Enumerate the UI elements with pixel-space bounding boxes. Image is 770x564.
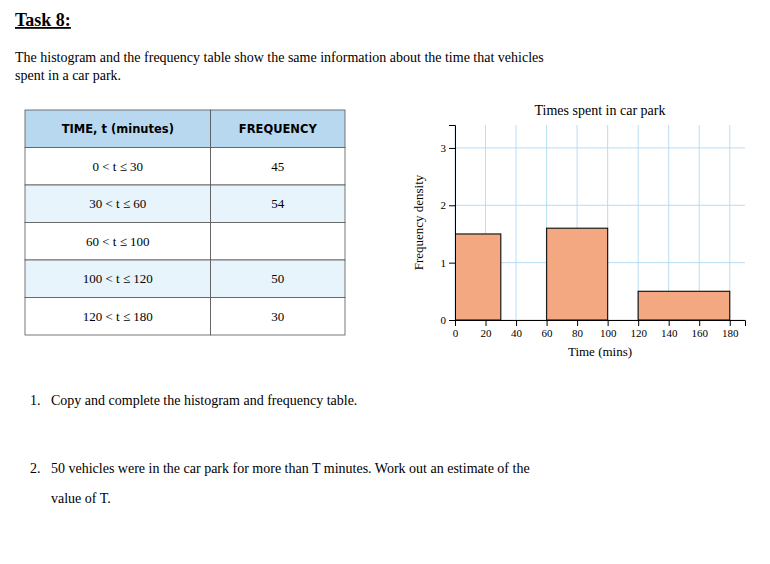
x-axis-title: Time (mins) (568, 344, 632, 359)
table-cell (25, 185, 211, 223)
tick: 0 (441, 314, 456, 326)
cell-text: 45 (271, 159, 284, 174)
cell-text: 50 (271, 271, 284, 286)
tick-label: 100 (600, 327, 617, 339)
tick-mark (577, 320, 578, 326)
tick-label: 60 (542, 327, 554, 339)
tick-mark (486, 320, 487, 326)
header-text: TIME, t (minutes) (62, 122, 174, 136)
tick-label: 40 (511, 327, 523, 339)
tick-label: 120 (630, 327, 647, 339)
tick-mark (699, 320, 700, 326)
table-cell (211, 185, 345, 223)
y-axis: 0 1 2 3 (441, 126, 456, 327)
description: spent in a car park. (15, 68, 121, 83)
tick: 3 (441, 142, 456, 154)
tick-mark (449, 320, 455, 321)
tick: 60 (542, 320, 554, 339)
grid (455, 125, 745, 320)
tick-label: 20 (481, 327, 493, 339)
tick-label: 0 (441, 314, 447, 326)
tick: 160 (691, 320, 708, 339)
tick-label: 1 (441, 257, 447, 269)
tick-label: 140 (661, 327, 678, 339)
tick-label: 3 (441, 142, 447, 154)
tick-mark (516, 320, 517, 326)
table-cell (25, 298, 211, 336)
tick-mark (449, 205, 455, 206)
page-title: Task 8: (15, 10, 71, 30)
table-cell (25, 260, 211, 298)
tick: 20 (481, 320, 493, 339)
description: The histogram and the frequency table sh… (15, 50, 544, 65)
tick: 2 (441, 199, 456, 211)
header-cell (25, 110, 211, 148)
tick-mark (669, 320, 670, 326)
tick: 140 (661, 320, 678, 339)
tick-mark (638, 320, 639, 326)
tick-label: 160 (691, 327, 708, 339)
cell-text: 60 < t ≤ 100 (86, 234, 150, 249)
question: 1. Copy and complete the histogram and f… (30, 393, 357, 408)
tick: 120 (630, 320, 647, 339)
tick-mark (730, 320, 731, 326)
bar (638, 291, 730, 320)
question: value of T. (30, 491, 111, 506)
histogram: 0 20 40 60 80 100 120 140 160 180 0 1 2 3 Times spent … (411, 103, 746, 359)
tick: 0 (453, 320, 459, 339)
tick-label: 180 (722, 327, 739, 339)
axis-line (449, 126, 456, 321)
header-text: FREQUENCY (239, 122, 318, 136)
bar (547, 228, 608, 320)
page: Task 8: The histogram and the frequency t… (0, 0, 770, 564)
tick: 100 (600, 320, 617, 339)
tick-label: 0 (453, 327, 459, 339)
cell-text: 30 (271, 309, 284, 324)
bars (455, 228, 730, 320)
tick-label: 2 (441, 199, 447, 211)
tick: 1 (441, 257, 456, 269)
cell-text: 120 < t ≤ 180 (83, 309, 153, 324)
cell-text: 30 < t ≤ 60 (89, 196, 146, 211)
tick-mark (547, 320, 548, 326)
table-cell (211, 298, 345, 336)
tick-mark (608, 320, 609, 326)
header-cell (211, 110, 345, 148)
cell-text: 100 < t ≤ 120 (83, 271, 153, 286)
tick: 180 (722, 320, 739, 339)
table-cell (211, 260, 345, 298)
x-axis: 0 20 40 60 80 100 120 140 160 180 (453, 320, 746, 339)
tick: 40 (511, 320, 523, 339)
y-axis-title: Frequency density (411, 174, 426, 270)
bar (455, 234, 501, 320)
cell-text: 54 (271, 196, 285, 211)
question: 2. 50 vehicles were in the car park for … (30, 461, 530, 476)
cell-text: 0 < t ≤ 30 (93, 159, 144, 174)
table-cell (211, 148, 345, 186)
grid-line (516, 125, 517, 320)
tick-mark (449, 263, 455, 264)
tick: 80 (572, 320, 584, 339)
tick-mark (449, 148, 455, 149)
table-cell (25, 223, 211, 261)
table-cell (211, 223, 345, 261)
grid-line (455, 205, 745, 206)
chart-title: Times spent in car park (535, 103, 666, 118)
frequency-table: TIME, t (minutes) FREQUENCY 0 < t ≤ 30 45 30… (25, 110, 345, 335)
tick-label: 80 (572, 327, 584, 339)
table-cell (25, 148, 211, 186)
grid-line (455, 147, 745, 148)
axis-line (456, 321, 746, 327)
